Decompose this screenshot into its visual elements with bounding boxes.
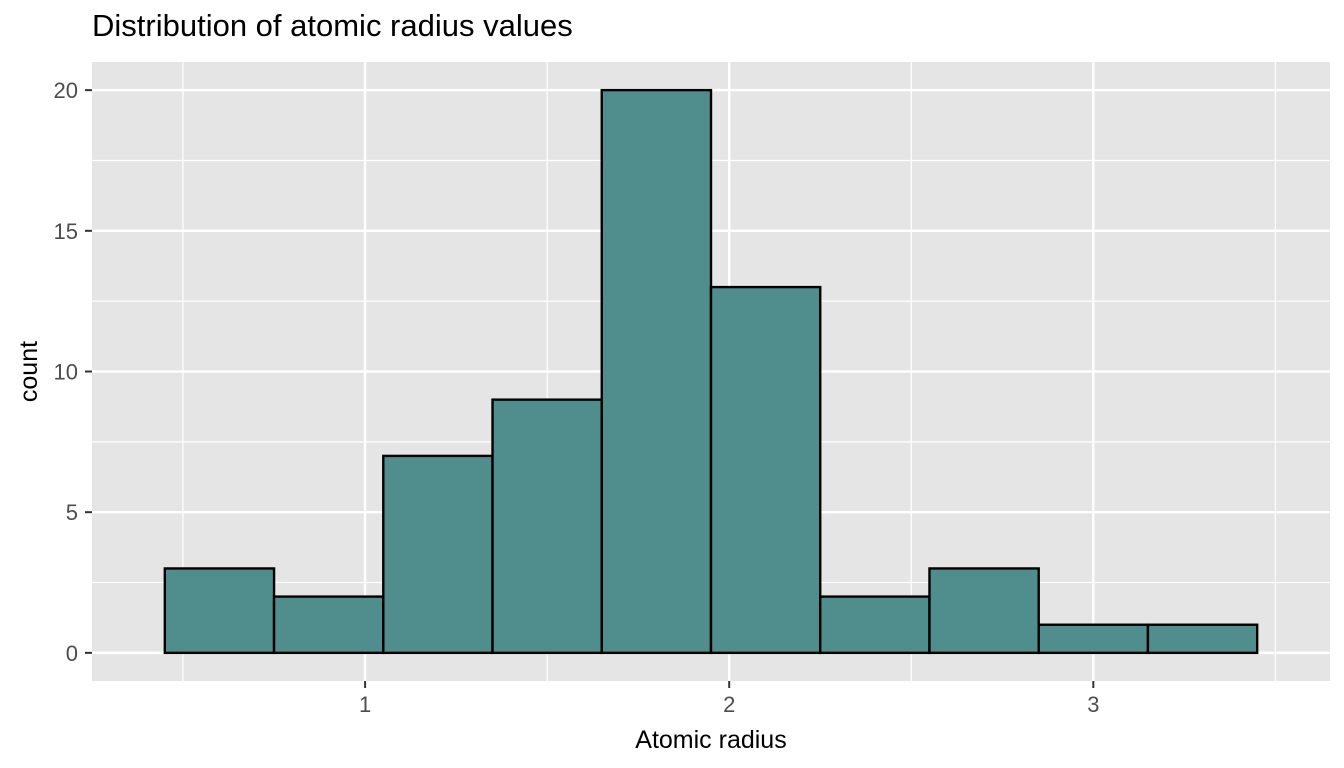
axis-ticks xyxy=(85,89,1095,688)
histogram-bar xyxy=(928,567,1040,655)
histogram-bar xyxy=(600,88,713,655)
y-axis-title: count xyxy=(15,341,43,402)
x-tick-label: 1 xyxy=(359,692,371,717)
chart-title: Distribution of atomic radius values xyxy=(92,8,573,43)
x-axis-title: Atomic radius xyxy=(635,726,786,754)
histogram-bar xyxy=(709,285,822,655)
y-tick-label: 20 xyxy=(54,78,78,103)
histogram-bar xyxy=(272,595,385,655)
histogram-bars xyxy=(163,88,1259,655)
y-tick-label: 15 xyxy=(54,219,78,244)
tick-labels: 0 5 10 15 20 1 2 3 xyxy=(54,78,1100,717)
y-tick-label: 10 xyxy=(54,360,78,385)
histogram-bar xyxy=(1037,623,1150,655)
y-tick-label: 0 xyxy=(66,641,78,666)
histogram-bar xyxy=(1146,623,1259,655)
x-tick-label: 3 xyxy=(1087,692,1099,717)
x-tick-label: 2 xyxy=(723,692,735,717)
y-tick-label: 5 xyxy=(66,500,78,525)
histogram-bar xyxy=(491,398,603,655)
histogram-bar xyxy=(819,595,931,655)
histogram-bar xyxy=(382,454,494,655)
histogram-bar xyxy=(163,567,276,655)
